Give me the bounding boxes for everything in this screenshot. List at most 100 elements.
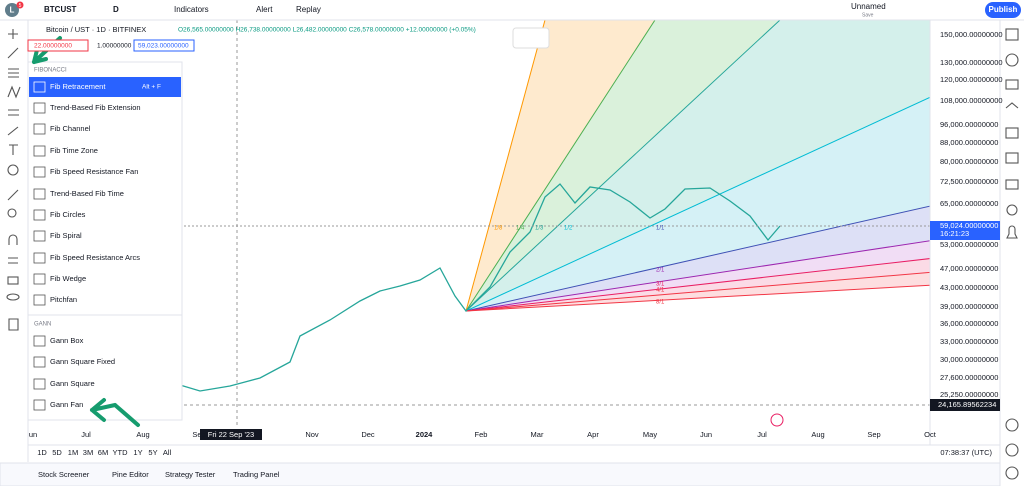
legend-ohlc: O26,565.00000000 H26,738.00000000 L26,48…: [178, 27, 476, 34]
menu-item[interactable]: Gann Fan: [50, 400, 83, 409]
menu-item[interactable]: Fib Time Zone: [50, 146, 98, 155]
menu-item-icon: [33, 399, 46, 411]
menu-item-icon: [33, 209, 46, 221]
time-label: Jul: [757, 430, 767, 439]
replay-button[interactable]: Replay: [296, 5, 321, 14]
alert-button[interactable]: Alert: [256, 5, 273, 14]
fan-label: 2/1: [656, 268, 665, 274]
buy-price[interactable]: 59,023.00000000: [138, 43, 189, 50]
menu-active-row[interactable]: [29, 77, 181, 97]
price-label: 80,000.00000000: [940, 157, 998, 166]
menu-item[interactable]: Gann Square: [50, 379, 95, 388]
range-button[interactable]: 5Y: [148, 448, 157, 457]
menu-section-header: FIBONACCI: [34, 68, 67, 74]
interval[interactable]: D: [113, 5, 119, 14]
crosshair-price: 24,165.89562234: [938, 400, 996, 409]
menu-section-header: GANN: [34, 322, 51, 328]
menu-item-icon: [33, 102, 46, 114]
fan-label: 1/8: [494, 226, 503, 232]
menu-item-icon: [33, 294, 46, 306]
time-label: Oct: [924, 430, 937, 439]
bottom-tab[interactable]: Trading Panel: [233, 470, 280, 479]
bottom-tab[interactable]: Strategy Tester: [165, 470, 216, 479]
menu-item[interactable]: Fib Wedge: [50, 274, 86, 283]
publish-label[interactable]: Publish: [989, 5, 1018, 14]
layout-status: Save: [862, 12, 874, 18]
last-price: 59,024.00000000: [940, 221, 998, 230]
buy-box[interactable]: [133, 39, 195, 52]
avatar[interactable]: [5, 3, 19, 17]
time-label: Sep: [867, 430, 880, 439]
price-label: 108,000.00000000: [940, 96, 1003, 105]
range-button[interactable]: YTD: [113, 448, 129, 457]
sell-price[interactable]: 22.00000000: [34, 43, 72, 50]
right-toolbar: [1005, 28, 1019, 480]
time-label: Apr: [587, 430, 599, 439]
range-button[interactable]: 5D: [52, 448, 62, 457]
price-label: 53,000.00000000: [940, 240, 998, 249]
fan-label: 3/1: [656, 282, 665, 288]
price-label: 39,000.00000000: [940, 302, 998, 311]
time-label: Mar: [531, 430, 544, 439]
menu-item[interactable]: Fib Speed Resistance Fan: [50, 167, 138, 176]
fan-zone: [466, 20, 930, 311]
fan-label: 8/1: [656, 300, 665, 306]
range-button[interactable]: 6M: [98, 448, 108, 457]
menu-item-icon: [33, 273, 46, 285]
floating-widget[interactable]: [512, 27, 550, 49]
price-label: 65,000.00000000: [940, 199, 998, 208]
time-label: May: [643, 430, 657, 439]
range-button[interactable]: 1M: [68, 448, 78, 457]
price-label: 72,500.00000000: [940, 177, 998, 186]
menu-item[interactable]: Trend-Based Fib Extension: [50, 103, 141, 112]
clock: 07:38:37 (UTC): [940, 448, 992, 457]
price-label: 25,250.00000000: [940, 390, 998, 399]
menu-item[interactable]: Fib Speed Resistance Arcs: [50, 253, 140, 262]
fan-label: 1/4: [516, 226, 525, 232]
menu-item[interactable]: Gann Square Fixed: [50, 357, 115, 366]
symbol-search[interactable]: BTCUST: [44, 5, 77, 14]
countdown: 16:21:23: [940, 229, 969, 238]
price-series: [179, 183, 781, 392]
price-label: 96,000.00000000: [940, 120, 998, 129]
fan-ray: [465, 20, 546, 312]
menu-item[interactable]: Fib Channel: [50, 124, 91, 133]
menu-item[interactable]: Trend-Based Fib Time: [50, 189, 124, 198]
price-label: 36,000.00000000: [940, 319, 998, 328]
menu-item-icon: [33, 356, 46, 368]
menu-item[interactable]: Fib Spiral: [50, 231, 82, 240]
left-toolbar: [6, 29, 21, 331]
fan-label: 1/2: [564, 226, 573, 232]
event-marker[interactable]: [770, 413, 784, 427]
avatar-letter: L: [10, 6, 15, 15]
range-button[interactable]: 3M: [83, 448, 93, 457]
indicators-button[interactable]: Indicators: [174, 5, 209, 14]
sell-box[interactable]: [27, 39, 89, 52]
menu-item[interactable]: Fib Circles: [50, 210, 86, 219]
menu-item-icon: [33, 252, 46, 264]
gann-fan: [465, 20, 930, 312]
range-button[interactable]: 1D: [37, 448, 47, 457]
bottom-tab[interactable]: Pine Editor: [112, 470, 149, 479]
time-label: Nov: [305, 430, 319, 439]
time-label: Aug: [136, 430, 149, 439]
publish-button[interactable]: [985, 2, 1021, 18]
menu-item[interactable]: Gann Box: [50, 336, 84, 345]
bottom-tab[interactable]: Stock Screener: [38, 470, 90, 479]
time-label: Sep: [192, 430, 205, 439]
menu-shortcut: Alt + F: [142, 84, 161, 91]
range-button[interactable]: All: [163, 448, 172, 457]
layout-name[interactable]: Unnamed: [851, 2, 886, 11]
time-label: 2024: [416, 430, 434, 439]
menu-item[interactable]: Pitchfan: [50, 295, 77, 304]
menu-item-icon: [33, 335, 46, 347]
spread: 1.00000000: [97, 43, 132, 50]
range-button[interactable]: 1Y: [133, 448, 142, 457]
drawing-menu: [27, 61, 183, 421]
menu-item[interactable]: Fib Retracement: [50, 82, 106, 91]
fan-ray: [465, 240, 930, 312]
badge: [16, 1, 24, 9]
time-label: Jun: [700, 430, 712, 439]
annotation-arrow: [90, 398, 140, 427]
